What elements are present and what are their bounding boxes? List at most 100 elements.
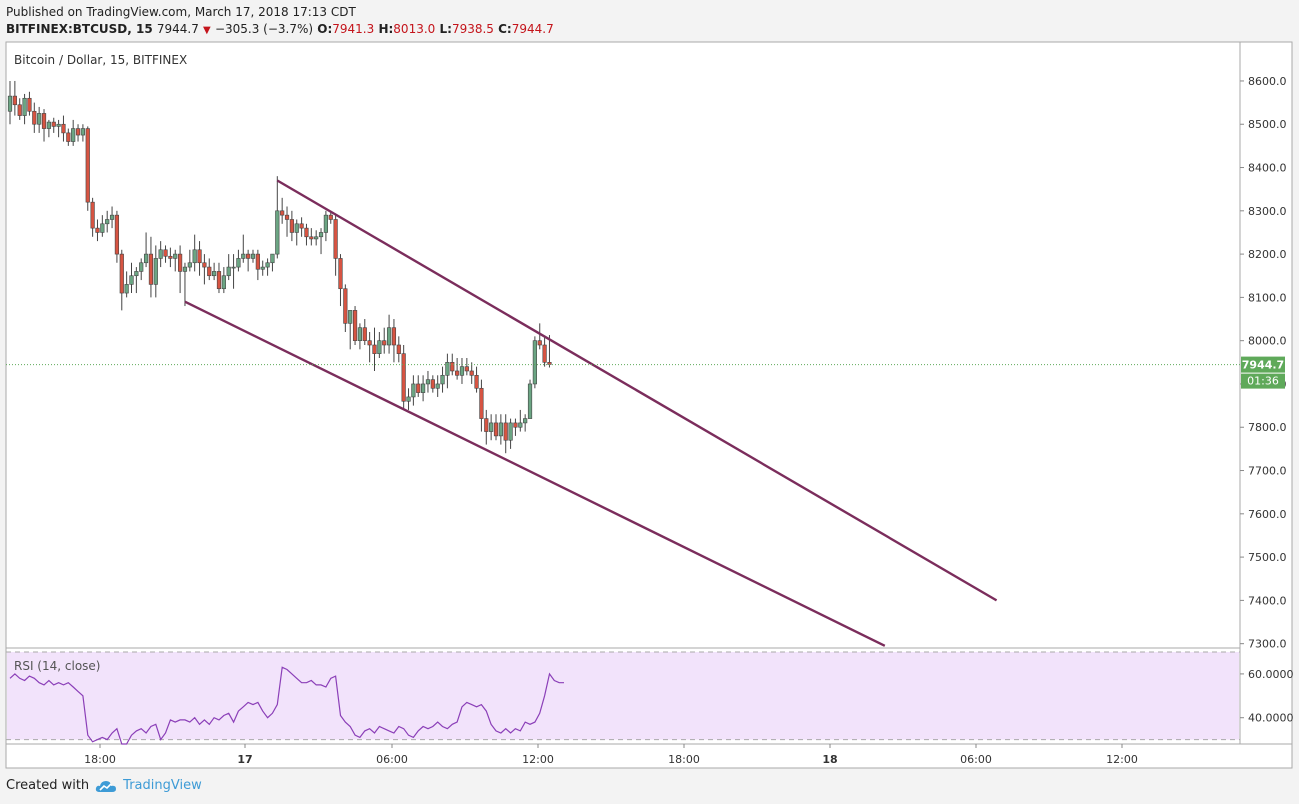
candle xyxy=(192,234,197,272)
candle-body xyxy=(255,253,260,270)
candle-body xyxy=(153,258,158,285)
candle xyxy=(372,327,377,371)
tradingview-link[interactable]: TradingView xyxy=(95,778,202,793)
candle-body xyxy=(445,362,450,376)
candle xyxy=(396,336,401,363)
candle-body xyxy=(367,340,372,346)
candle-body xyxy=(173,253,178,259)
candle-body xyxy=(382,340,387,346)
price-tick-label: 7600.0 xyxy=(1248,508,1287,521)
candle-body xyxy=(513,422,518,428)
candle xyxy=(425,370,431,393)
candle-body xyxy=(197,249,202,264)
time-tick-label: 06:00 xyxy=(376,753,408,766)
candle xyxy=(280,197,285,224)
created-with-label: Created with xyxy=(6,778,90,793)
time-tick-label: 12:00 xyxy=(522,753,554,766)
candle-body xyxy=(435,383,440,389)
candle xyxy=(391,319,397,363)
price-tick-label: 7400.0 xyxy=(1248,594,1287,607)
candle xyxy=(382,327,387,354)
candle xyxy=(178,245,183,294)
candle xyxy=(459,357,465,384)
candle xyxy=(46,119,51,138)
candle-body xyxy=(430,379,435,389)
candle-body xyxy=(250,253,256,259)
time-tick-label: 12:00 xyxy=(1106,753,1138,766)
candle-body xyxy=(425,379,431,385)
candle-body xyxy=(459,366,465,376)
candle xyxy=(148,236,154,298)
candle-body xyxy=(105,219,110,225)
low-label: L: xyxy=(439,22,452,36)
candle xyxy=(255,249,260,281)
candle-body xyxy=(119,253,124,294)
candle xyxy=(124,271,129,298)
candle-body xyxy=(314,236,319,240)
candle-body xyxy=(236,258,241,268)
candle xyxy=(420,375,426,402)
price-pane[interactable] xyxy=(5,41,1241,649)
candle xyxy=(231,254,236,289)
candle-body xyxy=(221,275,226,290)
candle-body xyxy=(440,374,445,385)
candle-body xyxy=(231,266,236,269)
candle xyxy=(212,262,217,281)
last-value: 7944.7 xyxy=(156,22,199,36)
candle-body xyxy=(134,271,139,277)
candle-body xyxy=(469,370,474,376)
candle xyxy=(289,210,294,242)
candle xyxy=(129,262,134,294)
time-tick-label: 06:00 xyxy=(960,753,992,766)
candle-body xyxy=(362,327,367,341)
candle xyxy=(440,366,445,393)
candle-body xyxy=(411,383,416,398)
countdown-tag xyxy=(1241,373,1285,389)
candle xyxy=(173,249,178,272)
candle-body xyxy=(270,253,275,264)
candle xyxy=(503,414,508,454)
rsi-tick-label: 60.0000 xyxy=(1248,668,1294,681)
candle xyxy=(22,93,27,125)
chart-title: Bitcoin / Dollar, 15, BITFINEX xyxy=(14,53,187,67)
candle-body xyxy=(464,366,469,372)
candle xyxy=(435,375,440,397)
candle xyxy=(95,219,100,242)
candle-body xyxy=(489,422,494,432)
candle-body xyxy=(508,422,513,441)
close-value: 7944.7 xyxy=(511,22,554,36)
high-label: H: xyxy=(378,22,394,36)
candle-body xyxy=(163,249,168,257)
candle xyxy=(464,357,469,376)
candle xyxy=(66,128,71,146)
time-axis[interactable] xyxy=(5,743,1293,769)
candle-body xyxy=(294,223,299,233)
candle-body xyxy=(416,383,421,393)
candle-body xyxy=(207,266,212,277)
candle-body xyxy=(348,310,353,324)
high-value: 8013.0 xyxy=(393,22,436,36)
candle xyxy=(362,319,367,345)
candle xyxy=(508,418,513,449)
candle xyxy=(182,262,188,307)
candle-body xyxy=(178,253,183,272)
rsi-title: RSI (14, close) xyxy=(14,659,100,673)
candle-body xyxy=(455,370,460,376)
candle xyxy=(357,323,363,350)
candle xyxy=(348,310,353,350)
candle xyxy=(197,241,202,276)
candle xyxy=(51,117,56,133)
rsi-band xyxy=(7,652,1239,740)
candle xyxy=(318,228,324,255)
candle-body xyxy=(75,128,81,136)
candle-body xyxy=(66,132,71,142)
candle-body xyxy=(386,327,392,346)
candle-body xyxy=(85,128,90,203)
price-tick-label: 7800.0 xyxy=(1248,421,1287,434)
candle-body xyxy=(275,210,280,255)
candle-body xyxy=(148,253,154,285)
published-line: Published on TradingView.com, March 17, … xyxy=(6,5,356,19)
candle xyxy=(187,249,192,272)
candle xyxy=(17,98,22,120)
